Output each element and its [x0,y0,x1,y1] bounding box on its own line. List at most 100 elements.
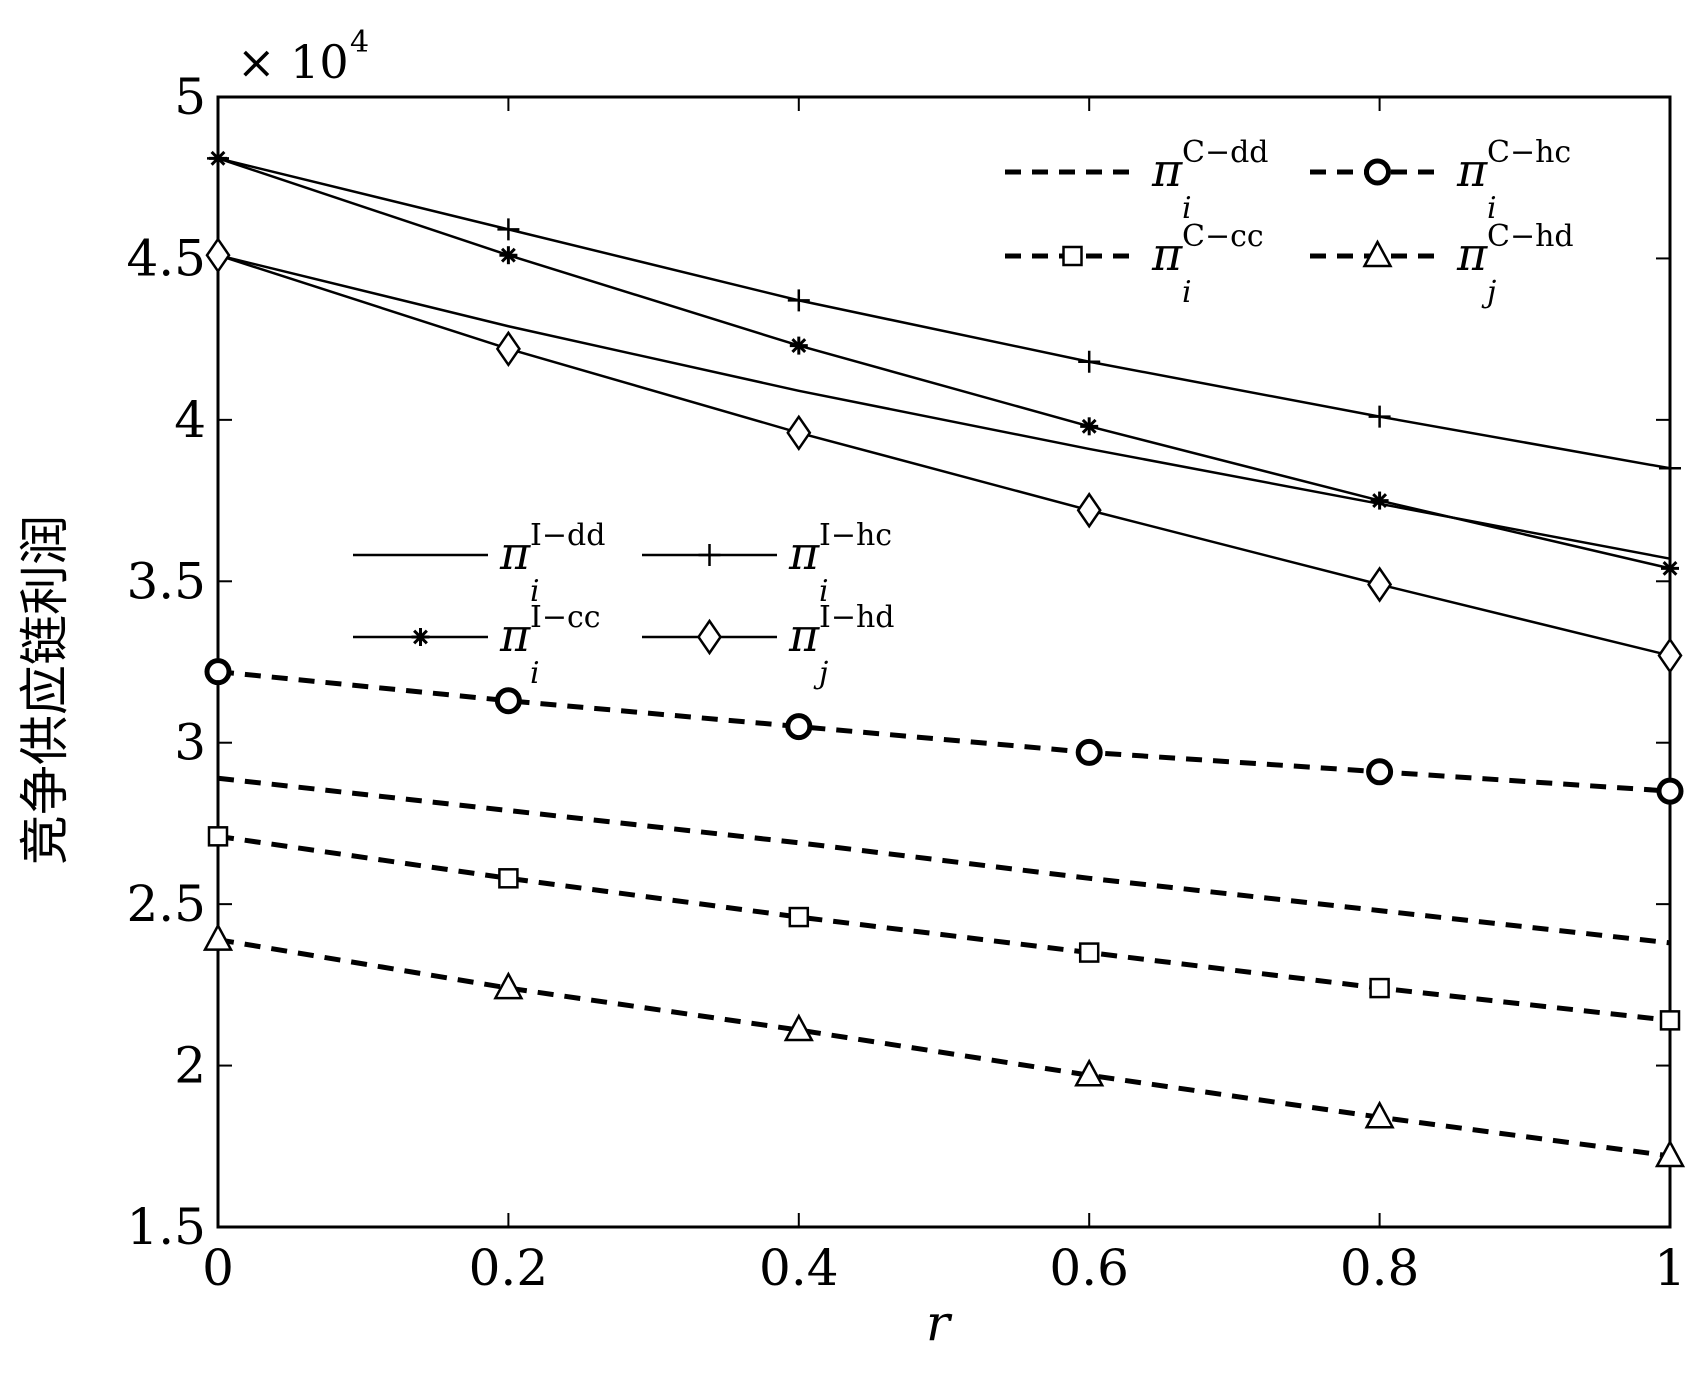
marker-plus [787,289,810,312]
series-c-cc [207,826,1681,1031]
series-c-hc [204,658,1684,805]
marker-triangle [493,971,524,1000]
marker-asterisk-stroke [210,150,226,166]
marker-plus [1078,350,1101,373]
marker-diamond [696,618,723,656]
marker-diamond [786,414,812,451]
marker-asterisk-stroke [1081,418,1097,434]
legend-entry-i-hc: πi I−hc [642,518,892,609]
legend-entry-c-hc: πi C−hc [1310,135,1571,226]
marker-asterisk-stroke [1662,560,1678,576]
legend-symbol: π [1151,143,1183,197]
axes: 0 0.2 0.4 0.6 0.8 1 1.5 2 2.5 3 3.5 4 4.5 5 [126,68,1685,1297]
series-line-c-hc [217,669,1671,794]
marker-circle [785,713,813,741]
x-tick-label: 0 [202,1239,234,1297]
marker-triangle [1074,1058,1105,1087]
legend-subscript: i [1182,275,1192,310]
legend-subscript: i [530,656,540,691]
legend-entry-c-cc: πi C−cc [1005,219,1264,310]
legend-superscript: I−dd [530,518,605,553]
marker-circle [1075,738,1103,766]
y-multiplier: × 10 4 [237,25,369,89]
plot-frame [216,95,1672,1229]
marker-asterisk [411,628,430,646]
marker-asterisk [1661,559,1679,578]
marker-square [1078,942,1100,963]
y-tick-label: 4 [174,391,206,449]
series-i-hc [207,147,1681,480]
marker-diamond [1076,492,1102,529]
marker-square [498,868,519,889]
marker-square [1659,1010,1681,1031]
y-multiplier-exponent: 4 [350,25,369,60]
legend-superscript: I−hc [819,518,892,553]
series-line-i-hd [217,254,1671,657]
marker-diamond [205,236,231,274]
legend-symbol: π [499,526,531,580]
x-tick-label: 0.4 [759,1239,839,1297]
x-tick-label: 1 [1654,1239,1686,1297]
marker-triangle [1654,1139,1686,1168]
marker-triangle [1362,239,1393,268]
y-tick-label: 4.5 [126,229,206,287]
legend-entry-c-hd: πjC−hd [1310,219,1574,310]
y-tick-label: 5 [174,68,206,126]
legend-subscript: i [1182,191,1192,226]
marker-circle [1656,777,1684,805]
legend-symbol: π [499,608,531,662]
legend-symbol: π [1456,227,1488,281]
marker-circle [1364,158,1391,186]
legend-symbol: π [788,526,820,580]
legend-superscript: C−hd [1487,219,1574,254]
marker-asterisk [209,149,227,168]
marker-square [207,826,229,847]
marker-circle [1366,758,1394,786]
y-tick-label: 1.5 [126,1198,206,1256]
marker-triangle [202,923,234,951]
series-line-c-hd [217,937,1671,1159]
series-i-dd [217,253,1671,560]
series-line-i-dd [217,253,1671,560]
series-line-c-cc [217,833,1671,1023]
marker-square [1062,245,1083,267]
legend-symbol: π [1456,143,1488,197]
legend-superscript: C−dd [1182,135,1269,170]
marker-diamond [1367,566,1393,603]
legend-entry-i-hd: πjI−hd [642,600,895,691]
marker-plus [497,218,520,241]
legend-symbol: π [1151,227,1183,281]
y-axis-label: 竞争供应链利润 [16,515,74,865]
marker-triangle [1364,1100,1395,1129]
legend-superscript: I−cc [530,600,601,635]
series-layer [202,147,1686,1168]
series-c-hd [202,923,1686,1168]
legend-symbol: π [788,608,820,662]
marker-square [788,906,810,928]
marker-plus [1659,457,1681,480]
marker-plus [1368,405,1391,428]
marker-asterisk [789,336,808,355]
legend-entry-i-dd: πi I−dd [353,518,605,609]
series-i-cc [209,149,1679,578]
marker-circle [204,658,232,686]
legend-subscript: i [530,574,540,609]
legend-subscript: i [1487,191,1497,226]
series-i-hd [205,236,1683,674]
marker-triangle [783,1013,814,1042]
legend-subscript: i [819,574,829,609]
legend-superscript: C−hc [1487,135,1571,170]
marker-asterisk [499,246,518,265]
series-line-c-dd [217,775,1671,946]
x-tick-label: 0.6 [1049,1239,1129,1297]
marker-asterisk-stroke [413,629,428,645]
x-tick-label: 0.2 [469,1239,549,1297]
legend-superscript: C−cc [1182,219,1264,254]
series-line-i-hc [217,157,1671,470]
marker-diamond [1657,637,1683,674]
legend-entry-i-cc: πi I−cc [353,600,601,691]
marker-asterisk-stroke [1372,493,1388,508]
y-tick-label: 3.5 [126,552,206,610]
